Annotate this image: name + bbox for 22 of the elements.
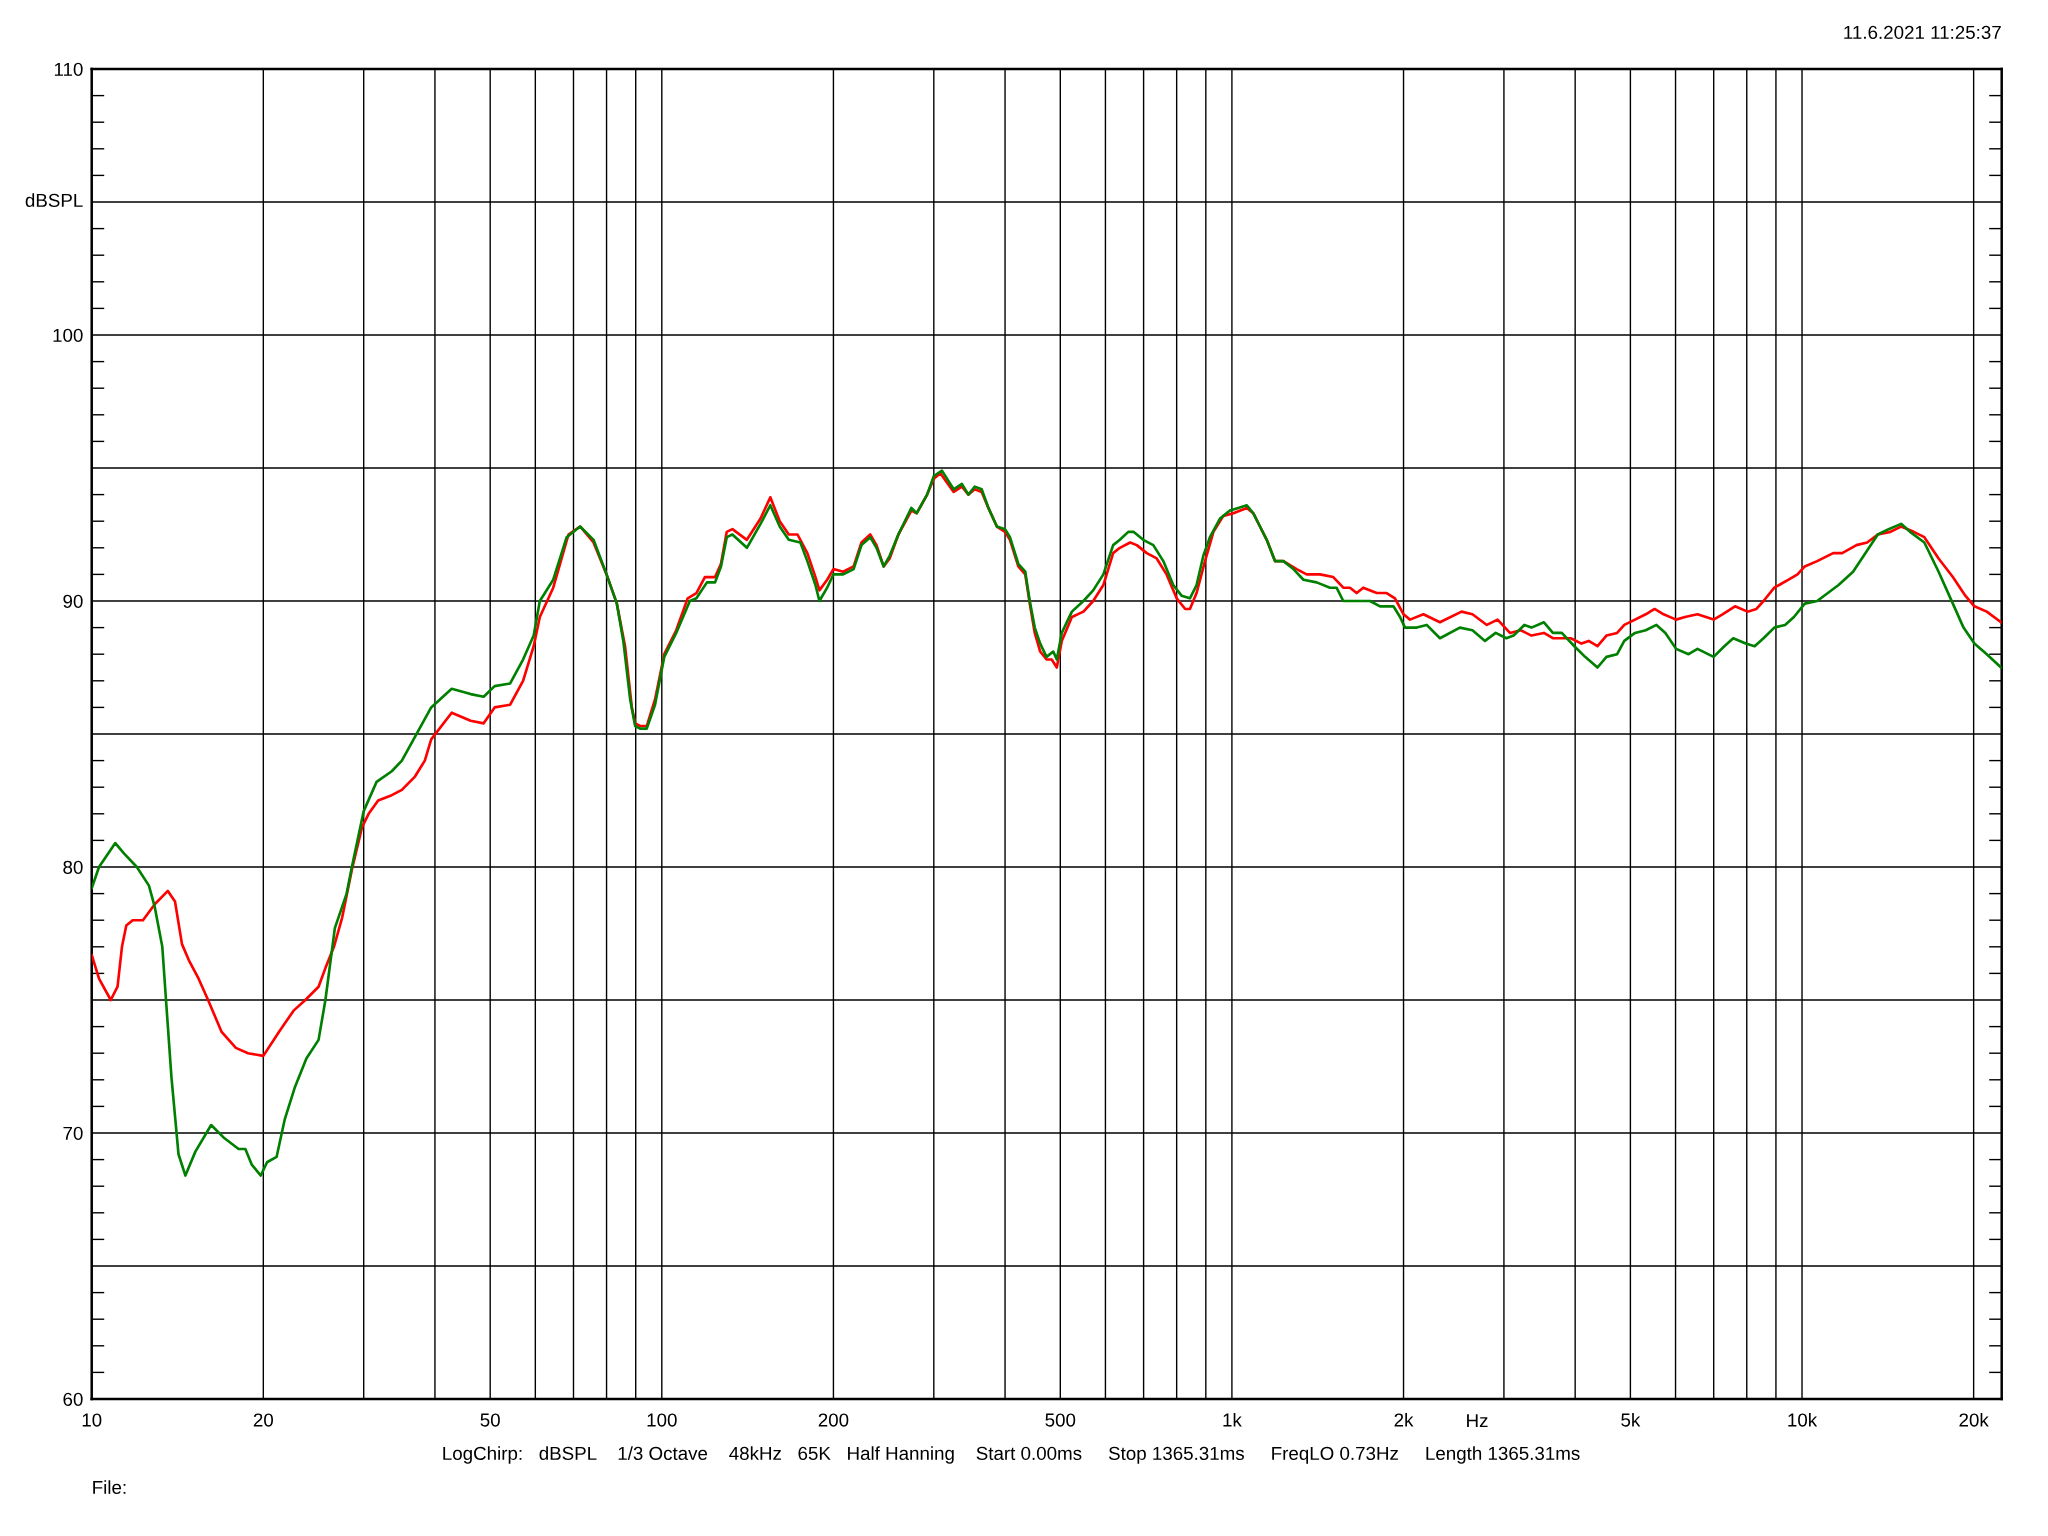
y-tick-label: 70 xyxy=(63,1126,83,1140)
x-tick-label: 10 xyxy=(82,1413,102,1427)
x-tick-label: 20 xyxy=(253,1413,274,1427)
x-tick-label: 20k xyxy=(1959,1412,1989,1427)
y-tick-label: 100 xyxy=(53,328,83,342)
x-tick-label: 50 xyxy=(480,1413,500,1427)
x-tick-label: 2k xyxy=(1394,1412,1414,1427)
x-axis-title: Hz xyxy=(1467,1414,1488,1428)
y-tick-label: 110 xyxy=(54,62,83,76)
text: LogChirp: dBSPL 1/3 Octave 48kHz 65K Half Hanning Start 0.00ms Stop 1365.31ms FreqLO 0.73Hz Length 1365.31ms xyxy=(443,1446,1580,1464)
x-tick-label: 5k xyxy=(1621,1412,1641,1427)
text: 11.6.2021 11:25:37 xyxy=(1844,25,2001,40)
x-tick-label: 500 xyxy=(1045,1413,1076,1427)
text: File: xyxy=(93,1480,126,1495)
x-tick-label: 1k xyxy=(1223,1412,1242,1427)
y-tick-label: 80 xyxy=(63,860,83,874)
y-tick-label: 60 xyxy=(63,1392,83,1406)
x-tick-label: 10k xyxy=(1788,1412,1818,1427)
x-tick-label: 100 xyxy=(647,1413,677,1427)
y-axis-title: dBSPL xyxy=(25,193,83,208)
y-tick-label: 90 xyxy=(63,594,83,608)
x-tick-label: 200 xyxy=(818,1413,849,1427)
